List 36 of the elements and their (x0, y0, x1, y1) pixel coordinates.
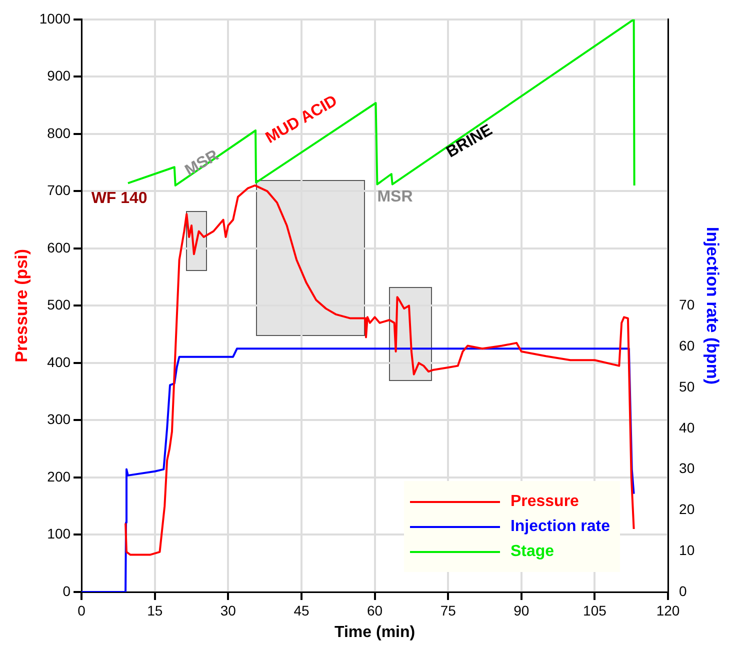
x-tick-label: 75 (440, 602, 456, 618)
y-tick-label: 600 (47, 239, 71, 256)
y-tick-label: 100 (47, 526, 71, 542)
y-tick-label: 200 (47, 468, 71, 484)
x-tick-label: 105 (583, 602, 607, 618)
y-tick-label: 500 (47, 296, 71, 313)
y2-axis-title: Injection rate (bpm) (703, 226, 722, 385)
y2-tick-label: 70 (679, 296, 695, 313)
y2-tick-label: 10 (679, 542, 695, 558)
y2-tick-label: 50 (679, 378, 695, 394)
y2-tick-label: 40 (679, 419, 695, 436)
legend-panel: Pressure Injection rate Stage (404, 481, 620, 572)
x-tick-label: 45 (294, 602, 310, 618)
y-tick-label: 900 (47, 68, 71, 84)
y-tick-label: 300 (47, 411, 71, 428)
x-tick-label: 120 (656, 602, 680, 618)
x-tick-label: 15 (147, 602, 163, 618)
y-tick-label: 0 (62, 582, 71, 599)
y-tick-label: 400 (47, 354, 71, 370)
annotation: MSR (377, 188, 414, 206)
y-tick-label: 700 (47, 182, 71, 198)
y2-tick-label: 0 (679, 582, 688, 599)
x-axis-title: Time (min) (334, 624, 416, 641)
y-axis-title: Pressure (psi) (12, 249, 31, 362)
y-tick-label: 800 (47, 124, 71, 141)
x-tick-label: 90 (514, 602, 530, 618)
y2-tick-label: 20 (679, 501, 695, 518)
annotation: MUD ACID (262, 92, 340, 147)
x-tick-label: 30 (220, 602, 236, 618)
annotation: WF 140 (91, 190, 148, 208)
annotation: MSR (182, 146, 222, 180)
y-tick-label: 1000 (39, 10, 71, 26)
x-tick-label: 0 (78, 602, 86, 618)
y2-tick-label: 30 (679, 460, 695, 476)
y2-tick-label: 60 (679, 337, 695, 354)
x-tick-label: 60 (366, 602, 383, 618)
